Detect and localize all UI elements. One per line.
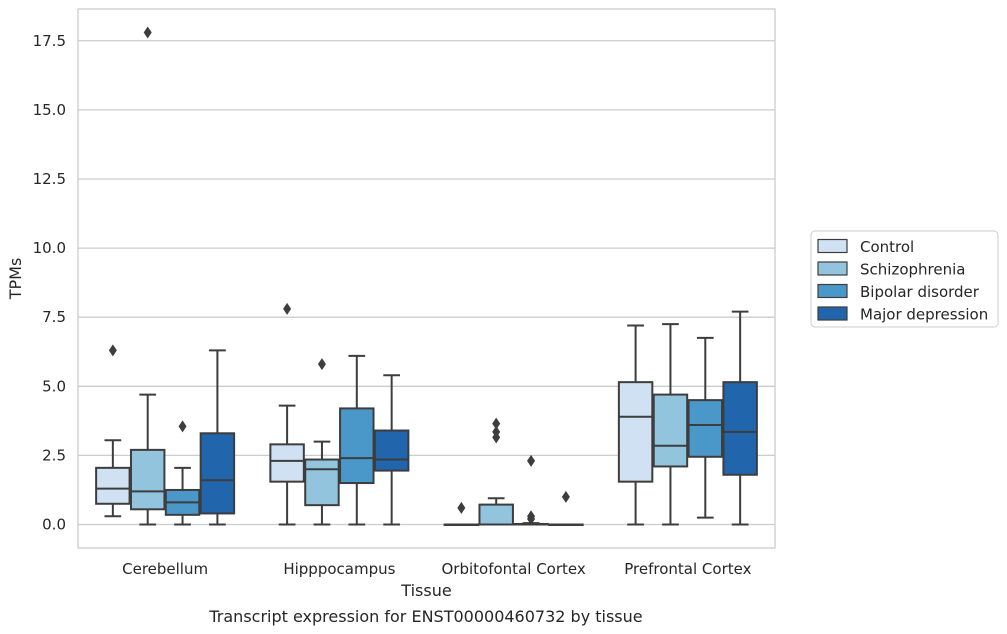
y-tick-label: 10.0 (33, 239, 66, 257)
y-tick-label: 15.0 (33, 101, 66, 119)
box-bipolar-disorder (687, 336, 724, 519)
outlier-point (457, 501, 466, 514)
box-schizophrenia (478, 417, 514, 526)
outlier-point (283, 302, 292, 315)
box-body (304, 458, 340, 507)
legend: Control Schizophrenia Bipolar disorder Majo… (810, 230, 999, 328)
box-body (478, 503, 514, 526)
y-tick-label: 5.0 (42, 377, 66, 395)
chart-caption: Transcript expression for ENST0000046073… (208, 607, 642, 626)
grid-layer (78, 40, 775, 526)
outlier-point (492, 425, 501, 438)
box-control (617, 324, 654, 526)
box-control (95, 344, 131, 518)
y-tick-label: 17.5 (33, 32, 66, 50)
box-bipolar-disorder (164, 420, 201, 526)
y-tick-label: 7.5 (42, 308, 66, 326)
legend-swatch (817, 283, 848, 299)
legend-entry: Bipolar disorder (817, 283, 980, 301)
legend-frame (810, 230, 999, 328)
box-body (722, 381, 758, 476)
box-body (617, 381, 654, 483)
box-major-depression (722, 310, 758, 526)
box-body (687, 399, 724, 458)
box-body (95, 466, 131, 505)
legend-swatch (817, 238, 848, 254)
box-schizophrenia (652, 323, 689, 526)
box-layer (95, 26, 758, 527)
legend-entry: Control (817, 238, 914, 256)
box-bipolar-disorder (339, 354, 375, 526)
box-body (652, 393, 689, 468)
x-tick-labels: Cerebellum Hipppocampus Orbitofontal Corte… (122, 560, 751, 578)
x-tick-label: Prefrontal Cortex (624, 560, 751, 578)
x-tick-label: Hipppocampus (283, 560, 395, 578)
outlier-point (317, 358, 326, 371)
box-control (269, 302, 305, 526)
legend-label: Bipolar disorder (860, 283, 980, 301)
outlier-point (561, 490, 570, 503)
box-bipolar-disorder (513, 454, 549, 526)
box-body (199, 432, 236, 515)
x-tick-label: Orbitofontal Cortex (442, 560, 586, 578)
plot-frame (77, 8, 776, 549)
box-major-depression (373, 374, 410, 526)
outlier-point (527, 454, 536, 467)
y-axis-label: TPMs (6, 258, 25, 301)
y-tick-label: 12.5 (33, 170, 66, 188)
y-tick-label: 2.5 (42, 446, 66, 464)
legend-label: Major depression (860, 306, 988, 324)
legend-entry: Major depression (817, 306, 988, 324)
box-control (443, 501, 480, 527)
x-axis-label: Tissue (400, 581, 451, 600)
box-body (339, 407, 375, 485)
y-tick-labels: 0.0 2.5 5.0 7.5 10.0 12.5 15.0 17.5 (33, 32, 66, 534)
x-tick-label: Cerebellum (122, 560, 208, 578)
box-schizophrenia (129, 26, 166, 526)
legend-entry: Schizophrenia (817, 261, 965, 279)
box-schizophrenia (304, 358, 340, 526)
outlier-point (108, 344, 117, 357)
outlier-point (178, 420, 187, 433)
outlier-point (527, 510, 536, 523)
outlier-point (492, 417, 501, 430)
outlier-point (143, 26, 152, 39)
y-tick-label: 0.0 (42, 516, 66, 534)
legend-swatch (817, 261, 848, 276)
legend-label: Schizophrenia (860, 261, 965, 279)
box-major-depression (548, 490, 584, 527)
box-body (373, 429, 410, 472)
legend-label: Control (860, 238, 914, 256)
legend-swatch (817, 306, 848, 321)
box-major-depression (199, 349, 236, 526)
box-body (269, 443, 305, 483)
box-body (129, 448, 166, 511)
